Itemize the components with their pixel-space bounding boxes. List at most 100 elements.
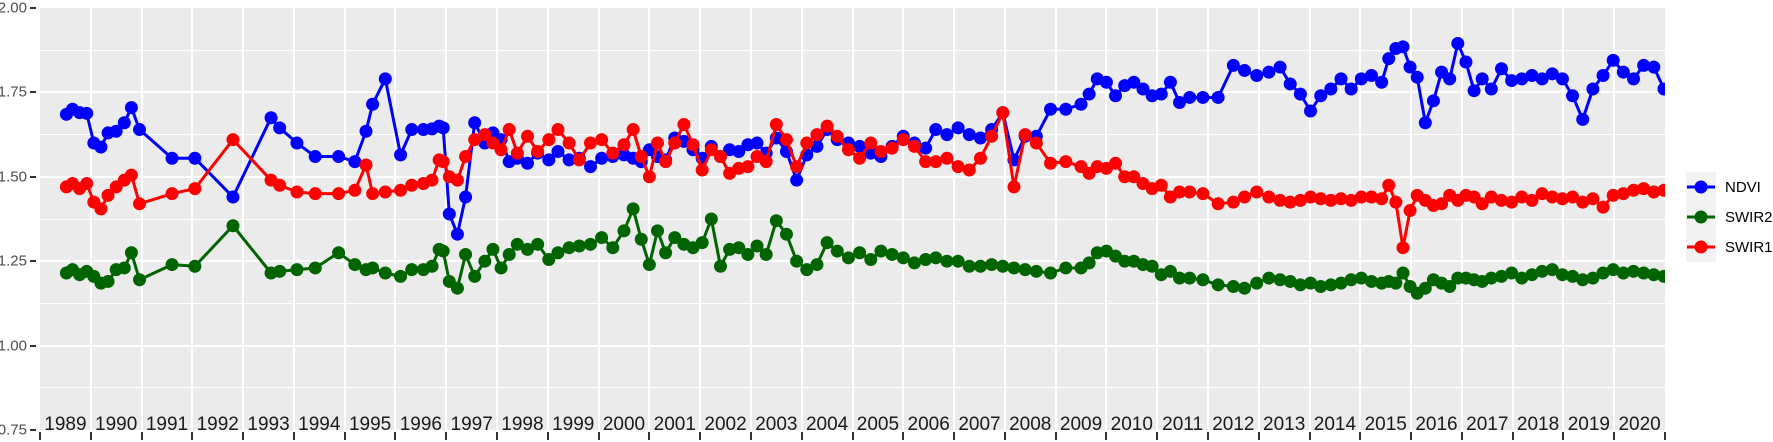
data-point (651, 224, 664, 238)
data-point (1545, 67, 1559, 81)
data-point (759, 155, 773, 169)
x-tick-mark (1562, 432, 1565, 440)
data-point (617, 138, 631, 152)
data-point (896, 133, 910, 147)
data-point (1304, 190, 1318, 204)
legend-item-swir2[interactable]: SWIR2 (1686, 202, 1773, 232)
data-point (308, 261, 322, 275)
data-point (919, 155, 933, 169)
x-tick-mark (1257, 432, 1260, 440)
x-tick-label: 2013 (1263, 414, 1306, 435)
data-point (973, 151, 987, 165)
data-point (1616, 266, 1630, 280)
data-point (1059, 102, 1073, 116)
gridline-vertical (953, 8, 956, 430)
data-point (1238, 63, 1252, 77)
data-point (713, 259, 727, 273)
gridline-vertical (902, 8, 905, 430)
x-tick-mark (953, 432, 956, 440)
data-point (642, 258, 656, 272)
gridline-vertical (1359, 8, 1362, 430)
data-point (985, 129, 999, 143)
gridline-vertical (800, 8, 803, 430)
data-point (732, 144, 746, 158)
data-point (468, 116, 482, 130)
data-point (308, 187, 322, 201)
gridline-vertical (496, 8, 499, 430)
data-point (940, 254, 954, 268)
x-tick-mark (546, 432, 549, 440)
x-tick-label: 2016 (1415, 414, 1458, 435)
data-point (1418, 281, 1432, 295)
gridline-vertical (394, 8, 397, 430)
x-tick-label: 2017 (1466, 414, 1509, 435)
data-point (1334, 276, 1348, 290)
data-point (436, 121, 450, 135)
data-point (562, 136, 576, 150)
data-point (1657, 82, 1665, 96)
data-point (1238, 190, 1252, 204)
y-tick-mark (30, 344, 36, 347)
data-point (264, 111, 278, 125)
data-point (583, 237, 597, 251)
data-point (188, 182, 202, 196)
data-point (273, 264, 287, 278)
data-point (962, 128, 976, 142)
gridline-vertical (242, 8, 245, 430)
y-tick-label: 1.75 (0, 83, 27, 101)
data-point (750, 239, 764, 253)
data-point (1596, 266, 1610, 280)
x-tick-label: 1993 (247, 414, 290, 435)
data-point (1535, 264, 1549, 278)
data-point (1059, 155, 1073, 169)
data-point (101, 274, 115, 288)
data-point (606, 241, 620, 255)
data-point (1382, 178, 1396, 192)
data-point (741, 247, 755, 261)
data-point (1515, 271, 1529, 285)
data-point (1525, 268, 1539, 282)
data-point (1657, 269, 1665, 283)
x-tick-label: 2012 (1212, 414, 1255, 435)
data-point (1566, 269, 1580, 283)
data-point (117, 116, 131, 130)
data-point (1443, 280, 1457, 294)
data-point (595, 231, 609, 245)
x-tick-label: 1994 (298, 414, 341, 435)
data-point (226, 190, 240, 204)
x-tick-mark (394, 432, 397, 440)
x-tick-label: 2005 (856, 414, 900, 435)
data-point (1262, 65, 1276, 79)
data-point (450, 173, 464, 187)
data-point (425, 173, 439, 187)
y-tick-mark (30, 429, 36, 431)
data-point (188, 151, 202, 165)
data-point (521, 242, 534, 256)
x-tick-label: 1990 (95, 414, 138, 435)
legend-item-ndvi[interactable]: NDVI (1686, 172, 1773, 202)
data-point (394, 183, 408, 197)
data-point (583, 136, 597, 150)
data-point (1304, 104, 1318, 118)
data-point (695, 163, 709, 177)
x-tick-label: 2000 (602, 414, 646, 435)
data-point (1606, 263, 1620, 277)
x-tick-mark (191, 432, 194, 440)
data-point (790, 173, 804, 187)
data-point (951, 160, 965, 174)
data-point (1484, 271, 1498, 285)
data-point (1647, 60, 1661, 74)
x-tick-label: 2011 (1162, 414, 1204, 435)
data-point (1535, 187, 1549, 201)
legend-item-swir1[interactable]: SWIR1 (1686, 232, 1773, 262)
gridline-vertical (1511, 8, 1514, 430)
data-point (606, 146, 620, 160)
data-point (1443, 72, 1457, 86)
data-point (1403, 60, 1417, 74)
data-point (1293, 87, 1307, 101)
data-point (1127, 75, 1141, 89)
x-tick-mark (749, 432, 752, 440)
data-point (864, 136, 878, 150)
data-point (308, 150, 322, 164)
x-tick-mark (39, 432, 41, 440)
